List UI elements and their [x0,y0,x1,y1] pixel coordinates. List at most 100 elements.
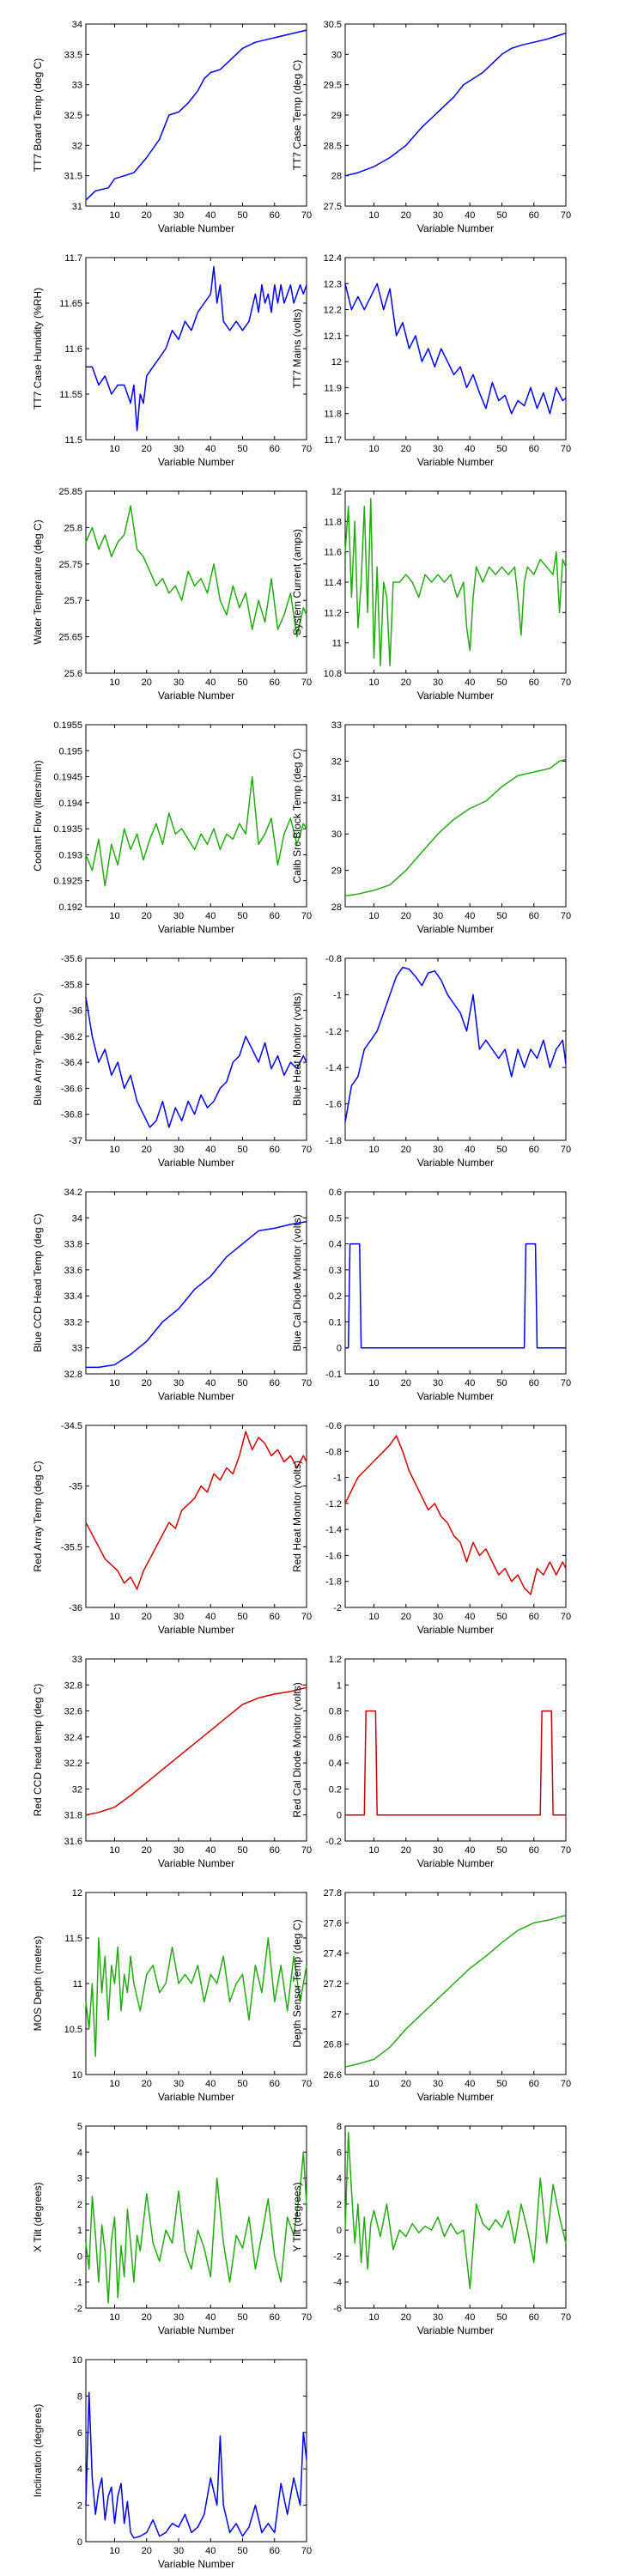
x-tick-label: 30 [433,1612,443,1622]
x-tick-label: 10 [368,677,379,688]
x-tick-label: 60 [529,2312,539,2323]
x-axis-label: Variable Number [417,690,494,702]
y-tick-label: 28 [331,902,342,913]
y-tick-label: 0.1955 [53,720,82,731]
series-line [86,1221,307,1369]
subplot-7: 10 20 30 40 50 60 70 0.192 0.1925 0.193 0.1935 0.19… [32,720,312,935]
x-tick-label: 50 [496,1378,507,1388]
y-tick-label: 33.4 [64,1291,82,1302]
x-axis-label: Variable Number [417,222,494,234]
x-tick-label: 40 [465,1612,475,1622]
x-tick-label: 60 [529,911,539,921]
x-tick-label: 50 [496,210,507,221]
y-tick-label: 0.4 [329,1240,342,1250]
y-tick-label: 25.6 [64,669,82,679]
y-axis-label: Red Array Temp (deg C) [32,1461,44,1571]
y-tick-label: -4 [333,2278,342,2288]
x-axis-label: Variable Number [417,1624,494,1636]
y-tick-label: 25.65 [58,633,82,643]
y-tick-label: 12 [72,1888,82,1899]
x-tick-label: 30 [173,1845,184,1856]
x-tick-label: 20 [142,210,152,221]
y-axis-label: Red CCD head temp (deg C) [32,1684,44,1817]
x-tick-label: 40 [465,677,475,688]
x-tick-label: 30 [173,1612,184,1622]
axes-frame [344,1658,567,1842]
x-tick-label: 30 [173,911,184,921]
y-axis-label: Calib Src Block Temp (deg C) [291,748,303,883]
subplot-8: 10 20 30 40 50 60 70 28 29 30 31 32 33 Variable Numbe… [291,720,571,935]
subplot-9: 10 20 30 40 50 60 70 -37 -36.8 -36.6 -36.4 -36.2 -36… [32,954,312,1169]
y-tick-label: -36 [69,1006,82,1017]
y-tick-label: 11.8 [324,410,342,420]
x-tick-label: 30 [433,1378,443,1388]
y-tick-label: 11.7 [324,435,342,446]
x-tick-label: 50 [237,2546,247,2556]
x-tick-label: 70 [301,1378,312,1388]
y-tick-label: -37 [69,1136,82,1146]
x-tick-label: 20 [142,1145,152,1155]
y-tick-label: -35.5 [61,1542,82,1552]
x-tick-label: 70 [301,677,312,688]
x-tick-label: 40 [465,1378,475,1388]
y-tick-label: 0 [77,2251,82,2262]
x-tick-label: 50 [237,2312,247,2323]
y-tick-label: -1 [333,1473,342,1484]
x-tick-label: 10 [109,1378,119,1388]
y-tick-label: -35.6 [61,954,82,964]
y-tick-label: 34.2 [64,1188,82,1198]
x-tick-label: 30 [173,210,184,221]
y-axis-label: Red Heat Monitor (volts) [291,1461,303,1572]
y-tick-label: 11 [73,1979,82,1990]
x-tick-label: 10 [109,1145,119,1155]
x-axis-label: Variable Number [158,1857,234,1869]
y-tick-label: 27 [331,2009,342,2020]
x-tick-label: 30 [433,210,443,221]
x-axis-label: Variable Number [158,222,234,234]
x-tick-label: 40 [205,1378,216,1388]
y-tick-label: -1.2 [325,1499,342,1510]
y-axis-label: Blue CCD Head Temp (deg C) [32,1213,44,1352]
x-axis-label: Variable Number [158,1390,234,1402]
series-line [85,1937,307,2057]
x-tick-label: 10 [109,911,119,921]
x-tick-label: 20 [401,210,411,221]
y-tick-label: 6 [337,2148,342,2158]
y-tick-label: 12.3 [324,279,342,289]
y-tick-label: 0.6 [329,1733,342,1743]
x-axis-label: Variable Number [417,1157,494,1169]
y-tick-label: -1.8 [325,1136,342,1146]
x-axis-label: Variable Number [158,1157,234,1169]
x-axis-label: Variable Number [417,923,494,935]
y-tick-label: 0.195 [58,746,82,756]
y-tick-label: -1.6 [325,1100,342,1110]
x-tick-label: 60 [529,677,539,688]
subplot-4: 10 20 30 40 50 60 70 11.7 11.8 11.9 12 12.1 12.2 12.3… [291,253,571,468]
y-tick-label: 2 [77,2501,82,2512]
y-tick-label: 27.6 [324,1918,342,1929]
x-tick-label: 40 [465,2312,475,2323]
x-tick-label: 60 [270,210,280,221]
axes-frame [344,257,567,440]
y-tick-label: -35.8 [61,980,82,990]
x-tick-label: 10 [109,210,119,221]
x-tick-label: 20 [142,677,152,688]
series-line [344,283,567,415]
y-tick-label: 32.8 [64,1680,82,1691]
series-line [344,1914,567,2068]
x-tick-label: 50 [237,1145,247,1155]
x-tick-label: 10 [109,2312,119,2323]
x-tick-label: 70 [301,210,312,221]
y-tick-label: 28.5 [324,141,342,151]
x-tick-label: 70 [561,1845,571,1856]
x-tick-label: 50 [496,444,507,454]
subplot-6: 10 20 30 40 50 60 70 10.8 11 11.2 11.4 11.6 11.8 12 Va… [291,487,571,702]
x-tick-label: 10 [368,444,379,454]
y-tick-label: -0.2 [325,1837,342,1847]
axes-frame [344,23,567,207]
y-axis-label: TT7 Board Temp (deg C) [32,58,44,173]
axes-frame [344,957,567,1141]
y-tick-label: 32.8 [64,1370,82,1380]
series-line [85,1686,307,1816]
series-line [85,505,307,638]
